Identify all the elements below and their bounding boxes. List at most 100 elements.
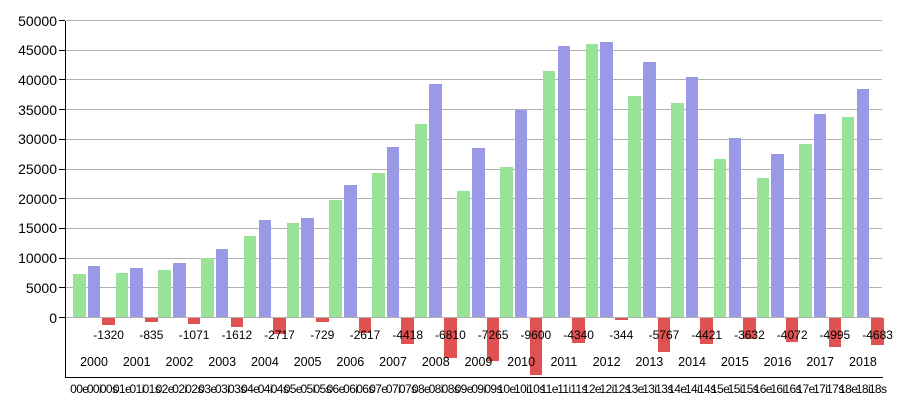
bar-tick-label: 01i <box>129 382 145 396</box>
bar-tick-label: 00s <box>99 382 118 396</box>
bar-tick-label: 12i <box>599 382 614 396</box>
balance-bar <box>102 317 115 326</box>
y-axis-tick <box>59 257 65 259</box>
bar-tick-label: 06e <box>326 382 345 396</box>
y-axis-tick <box>59 49 65 51</box>
balance-value-label: -4421 <box>691 328 723 342</box>
bar-tick-label: 09s <box>484 382 502 396</box>
y-axis-label: 35000 <box>18 101 57 118</box>
bar-tick-label: 12s <box>612 382 631 396</box>
balance-bar <box>615 317 628 320</box>
bar-tick-label: 17i <box>813 382 828 396</box>
x-axis-line <box>65 376 883 378</box>
bar-tick-label: 10i <box>514 382 529 396</box>
y-gridline <box>66 138 882 140</box>
import-bar <box>258 219 272 318</box>
year-label: 2017 <box>806 355 835 369</box>
balance-bar <box>785 317 799 342</box>
bar-tick-label: 11e <box>540 382 558 396</box>
y-axis-tick <box>59 109 65 111</box>
balance-value-label: -5767 <box>648 328 680 342</box>
balance-bar <box>657 317 671 352</box>
bar-tick-label: 17s <box>826 382 844 396</box>
bar-tick-label: 16i <box>770 382 785 396</box>
bar-tick-label: 18s <box>868 382 887 396</box>
balance-value-label: -4995 <box>819 328 851 342</box>
import-bar <box>215 248 229 318</box>
balance-value-label: -2717 <box>264 328 295 342</box>
export-bar <box>542 71 556 318</box>
y-axis-tick <box>59 20 65 21</box>
balance-value-label: -1071 <box>178 328 210 342</box>
export-bar <box>329 200 342 318</box>
export-bar <box>286 222 300 318</box>
import-bar <box>557 45 571 318</box>
y-gridline <box>66 20 882 21</box>
y-axis-label: 50000 <box>18 12 57 29</box>
import-bar <box>173 263 186 318</box>
balance-value-label: -835 <box>139 328 164 342</box>
bar-tick-label: 07i <box>385 382 401 396</box>
y-axis-tick <box>59 168 65 170</box>
import-bar <box>813 114 827 318</box>
y-axis-label: 45000 <box>18 42 57 59</box>
balance-value-label: -4683 <box>862 328 893 342</box>
balance-value-label: -1320 <box>93 328 124 342</box>
bar-tick-label: 16e <box>753 382 773 396</box>
bar-tick-label: 10s <box>527 382 545 396</box>
y-gridline <box>66 109 882 111</box>
import-bar <box>856 89 870 318</box>
import-bar <box>472 147 485 318</box>
year-label: 2013 <box>635 355 664 369</box>
bar-tick-label: 14e <box>668 382 687 396</box>
balance-bar <box>529 317 543 375</box>
import-bar <box>685 76 699 318</box>
y-gridline <box>66 49 882 51</box>
bar-tick-label: 11s <box>570 382 587 396</box>
balance-value-label: -9600 <box>520 328 552 342</box>
export-bar <box>500 167 513 318</box>
bar-tick-label: 07e <box>369 382 388 396</box>
balance-value-label: -1612 <box>221 328 253 342</box>
balance-bar <box>743 317 756 340</box>
import-bar <box>514 110 528 318</box>
bar-tick-label: 16s <box>783 382 801 396</box>
year-label: 2011 <box>550 355 578 369</box>
balance-value-label: -4072 <box>776 328 808 342</box>
export-bar <box>73 273 86 318</box>
export-bar <box>414 124 428 318</box>
export-bar <box>628 96 641 318</box>
export-bar <box>841 117 855 318</box>
year-label: 2007 <box>379 355 407 369</box>
bar-tick-label: 00e <box>70 382 89 396</box>
bar-tick-label: 01e <box>112 382 132 396</box>
export-bar <box>243 235 257 318</box>
year-label: 2002 <box>165 355 194 369</box>
bar-tick-label: 18i <box>855 382 871 396</box>
bar-tick-label: 05s <box>313 382 332 396</box>
year-label: 2018 <box>849 355 877 369</box>
year-label: 2008 <box>421 355 450 369</box>
bar-tick-label: 14s <box>697 382 716 396</box>
bar-tick-label: 03e <box>198 382 217 396</box>
bar-tick-label: 06i <box>343 382 358 396</box>
export-bar <box>158 269 171 318</box>
y-axis-tick <box>59 138 65 140</box>
bar-tick-label: 07s <box>398 382 417 396</box>
year-label: 2016 <box>763 355 792 369</box>
bar-tick-label: 12e <box>582 382 602 396</box>
export-bar <box>756 177 770 318</box>
balance-bar <box>358 317 372 334</box>
export-bar <box>201 258 214 318</box>
y-axis-tick <box>59 317 65 318</box>
bar-tick-label: 18e <box>839 382 858 396</box>
bar-tick-label: 02i <box>172 382 187 396</box>
bar-tick-label: 02e <box>155 382 175 396</box>
export-bar <box>115 273 129 318</box>
import-bar <box>130 268 143 318</box>
year-label: 2006 <box>336 355 365 369</box>
y-axis-line <box>65 20 66 377</box>
bar-tick-label: 10e <box>497 382 516 396</box>
bar-tick-label: 02s <box>185 382 203 396</box>
